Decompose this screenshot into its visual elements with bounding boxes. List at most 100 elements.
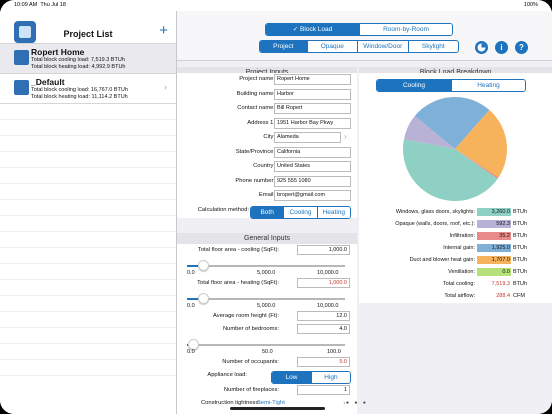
pie-slice xyxy=(414,97,490,149)
tab-heating[interactable]: Heating xyxy=(451,80,525,91)
tick-label: 10,000.0 xyxy=(317,303,339,309)
status-time: 10:09 AM Thu Jul 18 xyxy=(14,2,66,8)
field-label: Contact name: xyxy=(237,105,275,111)
info-button[interactable]: i xyxy=(495,41,508,54)
country-field[interactable]: United States xyxy=(274,161,351,172)
project-heating-total: Total block heating load: 4,992.9 BTUh xyxy=(31,63,126,70)
calc-cooling-option[interactable]: Cooling xyxy=(283,206,317,218)
heat-area-field[interactable]: 1,000.0 xyxy=(297,278,350,288)
empty-row xyxy=(0,280,176,296)
empty-row xyxy=(0,232,176,248)
breakdown-row: Ventilation: 0.0 BTUh xyxy=(359,267,552,277)
row-unit: BTUh xyxy=(513,257,528,263)
empty-row xyxy=(0,136,176,152)
fireplaces-field[interactable]: 1 xyxy=(297,385,350,395)
ceiling-row: Average room height (Ft): 12.0 xyxy=(177,310,357,323)
tab-opaque[interactable]: Opaque xyxy=(306,41,358,52)
slider-track xyxy=(187,265,345,267)
row-label: Internal gain: xyxy=(443,245,475,251)
breakdown-row: Windows, glass doors, skylights: 3,260.0… xyxy=(359,207,552,217)
occupants-row: Number of occupants: 5.0 xyxy=(177,356,357,369)
general-inputs-form: Total floor area - cooling (SqFt): 1,000… xyxy=(177,244,357,414)
bedrooms-slider[interactable]: 0.0 50.0 100.0 xyxy=(177,336,357,356)
project-name-row: Project name: Ropert Home xyxy=(177,73,357,88)
bedrooms-field[interactable]: 4.0 xyxy=(297,324,350,334)
calc-method-segment: Both Cooling Heating xyxy=(250,205,351,219)
state-field[interactable]: California xyxy=(274,146,351,158)
project-item[interactable]: Ropert Home Total block cooling load: 7,… xyxy=(0,44,176,74)
project-item[interactable]: _Default Total block cooling load: 16,76… xyxy=(0,74,176,104)
country-row: Country: United States xyxy=(177,160,357,175)
project-heating-total: Total block heating load: 11,114.2 BTUh xyxy=(31,93,128,100)
email-field[interactable]: bropert@gmail.com xyxy=(274,190,351,201)
field-label: Phone number: xyxy=(235,177,275,184)
occupants-field[interactable]: 5.0 xyxy=(297,357,350,367)
slider-knob[interactable] xyxy=(197,260,209,271)
contact-name-field[interactable]: Bill Ropert xyxy=(274,103,351,114)
calc-both-option[interactable]: Both xyxy=(251,206,284,218)
tab-skylight[interactable]: Skylight xyxy=(407,41,458,52)
project-cooling-total: Total block cooling load: 16,767.0 BTUh xyxy=(31,87,128,93)
tab-window-door[interactable]: Window/Door xyxy=(357,41,408,52)
cool-area-field[interactable]: 1,000.0 xyxy=(297,245,350,255)
row-label: Ventilation: xyxy=(448,269,475,275)
fireplaces-row: Number of fireplaces: 1 xyxy=(177,384,357,397)
section-tabs: Project Opaque Window/Door Skylight xyxy=(259,40,459,53)
breakdown-row: Infiltration: 35.2 BTUh xyxy=(359,231,552,241)
slider-knob[interactable] xyxy=(188,339,200,350)
project-icon xyxy=(14,80,29,95)
tab-cooling[interactable]: Cooling xyxy=(377,80,451,91)
empty-row xyxy=(0,360,176,376)
row-label: Windows, glass doors, skylights: xyxy=(395,209,475,215)
phone-field[interactable]: 925 555 1080 xyxy=(274,175,351,187)
pie-chart-icon[interactable] xyxy=(475,41,488,54)
value-bar xyxy=(477,256,511,264)
project-name-field[interactable]: Ropert Home xyxy=(274,74,351,85)
tightness-value[interactable]: Semi-Tight xyxy=(257,400,285,406)
project-inputs-form: Project name: Ropert Home Building name:… xyxy=(177,73,357,219)
empty-row xyxy=(0,344,176,360)
row-value: 1,925.0 xyxy=(491,245,510,251)
cooling-pie-chart xyxy=(403,97,507,201)
field-label: Total floor area - cooling (SqFt): xyxy=(197,247,279,253)
city-row[interactable]: City: Alameda › xyxy=(177,131,357,146)
city-field[interactable]: Alameda xyxy=(274,132,341,143)
chevron-right-icon: › xyxy=(164,82,167,92)
email-row: Email: bropert@gmail.com xyxy=(177,189,357,204)
tab-block-load[interactable]: ✓ Block Load xyxy=(266,24,359,35)
calc-method-row: Calculation method: Both Cooling Heating xyxy=(177,204,357,219)
value-bar xyxy=(477,268,511,276)
field-label: Number of fireplaces: xyxy=(223,387,279,393)
row-unit: BTUh xyxy=(513,245,528,251)
home-indicator[interactable] xyxy=(230,407,325,410)
calc-heating-option[interactable]: Heating xyxy=(316,206,350,218)
tightness-row[interactable]: Construction tightness: Semi-Tight › xyxy=(177,397,357,410)
bedrooms-row: Number of bedrooms: 4.0 xyxy=(177,323,357,336)
row-unit: CFM xyxy=(513,293,525,299)
row-value: 0.0 xyxy=(502,269,510,275)
load-mode-segment: ✓ Block Load Room-by-Room xyxy=(265,23,453,36)
ceiling-field[interactable]: 12.0 xyxy=(297,311,350,321)
breakdown-row: Internal gain: 1,925.0 BTUh xyxy=(359,243,552,253)
row-unit: BTUh xyxy=(513,281,528,287)
tab-room-by-room[interactable]: Room-by-Room xyxy=(359,24,452,35)
help-button[interactable]: ? xyxy=(515,41,528,54)
appliance-row: Appliance load: Low High xyxy=(177,369,357,384)
status-battery: 100% xyxy=(523,2,538,8)
appliance-high-option[interactable]: High xyxy=(310,372,350,383)
slider-knob[interactable] xyxy=(197,293,209,304)
check-icon: ✓ xyxy=(292,26,299,33)
breakdown-row: Duct and blower heat gain: 1,707.0 BTUh xyxy=(359,255,552,265)
address-field[interactable]: 1951 Harbor Bay Pkwy xyxy=(274,117,351,129)
tab-project[interactable]: Project xyxy=(260,41,307,52)
add-project-button[interactable]: + xyxy=(159,22,168,39)
appliance-low-option[interactable]: Low xyxy=(272,372,311,383)
heat-area-slider[interactable]: 0.0 5,000.0 10,000.0 xyxy=(177,290,357,310)
tick-label: 50.0 xyxy=(262,349,273,355)
value-bar xyxy=(477,232,511,240)
empty-row xyxy=(0,120,176,136)
breakdown-title: Block Load Breakdown xyxy=(359,67,552,78)
cool-area-slider[interactable]: 0.0 5,000.0 10,000.0 xyxy=(177,257,357,277)
building-name-field[interactable]: Harbor xyxy=(274,88,351,100)
